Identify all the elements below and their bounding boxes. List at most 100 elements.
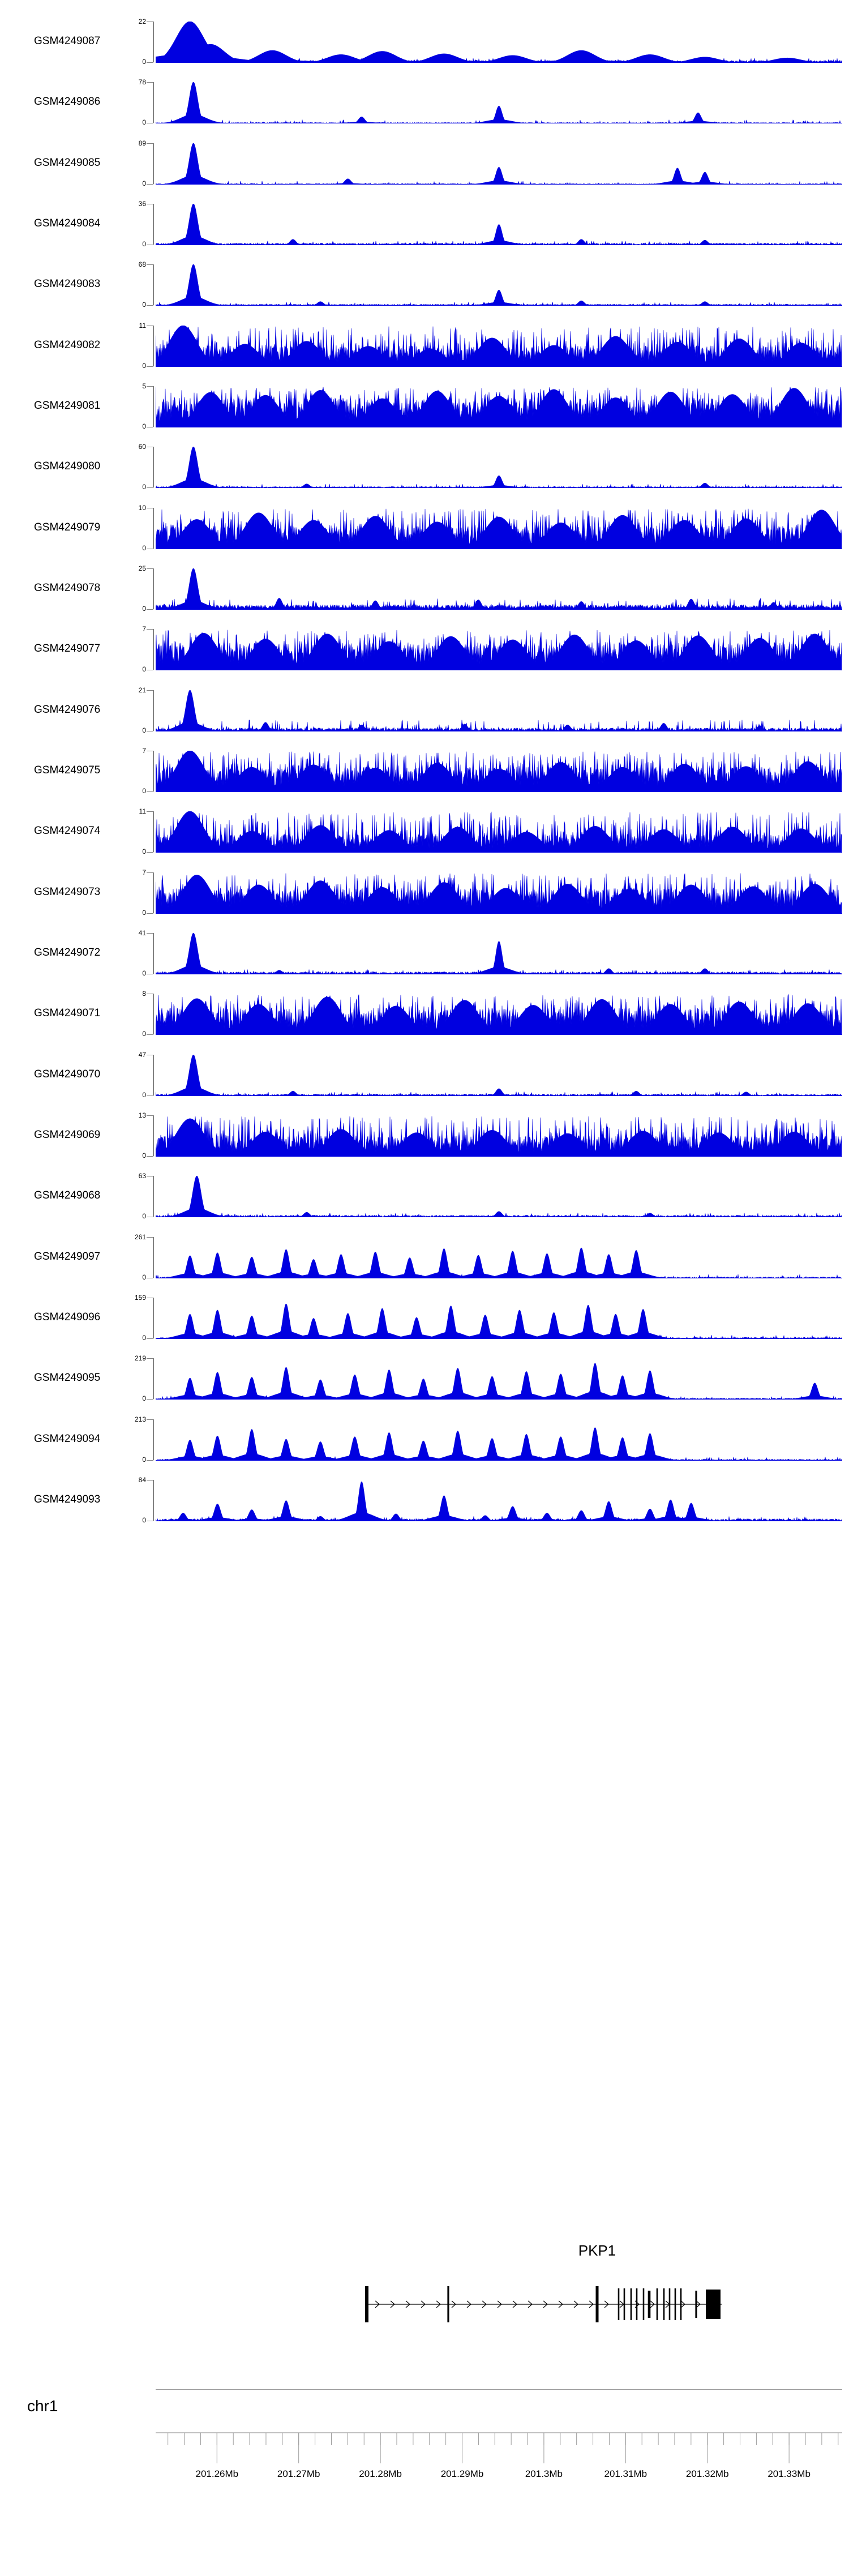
track-label-gsm4249071: GSM4249071: [34, 1007, 101, 1019]
track-axis-max: 159: [134, 1294, 146, 1302]
track-baseline: [156, 1338, 842, 1339]
track-axis-line: [153, 1176, 154, 1217]
track-plot-area: [156, 264, 842, 306]
track-axis-max: 11: [139, 807, 146, 815]
track-tick-max: [147, 568, 153, 569]
track-axis-line: [153, 1115, 154, 1156]
track-label-gsm4249079: GSM4249079: [34, 521, 101, 533]
track-tick-max: [147, 1237, 153, 1238]
track-axis-min: 0: [142, 422, 146, 430]
track-tick-min: [147, 1034, 153, 1035]
track-plot-area: [156, 1237, 842, 1278]
track-plot-area: [156, 22, 842, 63]
track-axis-line: [153, 751, 154, 791]
track-axis-max: 5: [142, 382, 146, 390]
track-axis-min: 0: [142, 909, 146, 917]
ruler-tick-label: 201.26Mb: [195, 2468, 239, 2479]
signal-track: GSM4249085 89 0: [0, 139, 849, 187]
track-tick-min: [147, 913, 153, 914]
track-axis-min: 0: [142, 544, 146, 552]
track-axis-max: 89: [138, 139, 146, 147]
track-baseline: [156, 852, 842, 853]
track-axis-max: 7: [142, 868, 146, 876]
ruler-tick-label: 201.29Mb: [440, 2468, 484, 2479]
signal-track: GSM4249072 41 0: [0, 929, 849, 977]
track-axis-line: [153, 1237, 154, 1278]
track-tick-min: [147, 1338, 153, 1339]
track-axis-min: 0: [142, 605, 146, 613]
track-axis-max: 41: [138, 929, 146, 937]
signal-track: GSM4249071 8 0: [0, 990, 849, 1038]
track-axis-min: 0: [142, 1152, 146, 1159]
track-plot-area: [156, 447, 842, 488]
track-baseline: [156, 1156, 842, 1157]
track-axis-min: 0: [142, 362, 146, 370]
signal-track: GSM4249086 78 0: [0, 78, 849, 126]
track-axis-min: 0: [142, 179, 146, 187]
track-tick-min: [147, 1156, 153, 1157]
track-axis-line: [153, 143, 154, 184]
gene-model-svg: [365, 2286, 722, 2322]
track-tick-min: [147, 184, 153, 185]
signal-track: GSM4249077 7 0: [0, 625, 849, 673]
track-axis-min: 0: [142, 665, 146, 673]
signal-track: GSM4249084 36 0: [0, 200, 849, 248]
track-axis-max: 47: [138, 1051, 146, 1059]
track-tick-min: [147, 487, 153, 488]
track-baseline: [156, 913, 842, 914]
track-label-gsm4249087: GSM4249087: [34, 35, 101, 47]
track-axis-max: 36: [138, 200, 146, 208]
ruler-tick-label: 201.31Mb: [604, 2468, 648, 2479]
track-label-gsm4249077: GSM4249077: [34, 643, 101, 654]
track-axis-min: 0: [142, 301, 146, 309]
track-plot-area: [156, 690, 842, 731]
track-label-gsm4249085: GSM4249085: [34, 157, 101, 169]
track-tick-max: [147, 1419, 153, 1420]
track-axis-line: [153, 629, 154, 670]
track-axis-min: 0: [142, 848, 146, 855]
track-tick-min: [147, 366, 153, 367]
track-plot-area: [156, 568, 842, 610]
track-tick-min: [147, 609, 153, 610]
track-axis-min: 0: [142, 1394, 146, 1402]
track-label-gsm4249068: GSM4249068: [34, 1189, 101, 1201]
track-axis-line: [153, 690, 154, 731]
signal-track: GSM4249076 21 0: [0, 686, 849, 734]
signal-track: GSM4249094 213 0: [0, 1415, 849, 1464]
track-axis-max: 11: [139, 322, 146, 330]
gene-name-label: PKP1: [578, 2242, 616, 2259]
track-plot-area: [156, 1419, 842, 1461]
track-tick-min: [147, 305, 153, 306]
track-axis-line: [153, 872, 154, 913]
signal-track: GSM4249096 159 0: [0, 1294, 849, 1342]
track-baseline: [156, 791, 842, 792]
track-axis-min: 0: [142, 240, 146, 248]
track-axis-line: [153, 22, 154, 62]
track-axis-line: [153, 508, 154, 549]
track-axis-max: 219: [134, 1354, 146, 1362]
track-tick-min: [147, 1460, 153, 1461]
track-label-gsm4249084: GSM4249084: [34, 217, 101, 229]
chromosome-label: chr1: [27, 2397, 58, 2415]
track-axis-max: 60: [138, 443, 146, 451]
track-axis-max: 84: [138, 1476, 146, 1484]
ruler-top-divider: [156, 2389, 842, 2390]
track-baseline: [156, 487, 842, 488]
signal-track: GSM4249081 5 0: [0, 382, 849, 430]
track-axis-max: 213: [134, 1415, 146, 1423]
signal-track: GSM4249069 13 0: [0, 1111, 849, 1159]
track-tick-min: [147, 852, 153, 853]
genomic-ruler-panel: chr1 201.26Mb 201.27Mb 201.28Mb 201.29Mb 201…: [0, 2355, 849, 2502]
track-axis-max: 7: [142, 747, 146, 755]
track-baseline: [156, 1399, 842, 1400]
track-plot-area: [156, 629, 842, 670]
ruler-tick-label: 201.33Mb: [767, 2468, 811, 2479]
signal-track: GSM4249087 22 0: [0, 18, 849, 66]
track-plot-area: [156, 872, 842, 914]
track-axis-line: [153, 386, 154, 427]
track-axis-max: 25: [138, 564, 146, 572]
track-axis-min: 0: [142, 1212, 146, 1220]
signal-track: GSM4249068 63 0: [0, 1172, 849, 1220]
signal-track: GSM4249095 219 0: [0, 1354, 849, 1402]
track-tick-max: [147, 264, 153, 265]
